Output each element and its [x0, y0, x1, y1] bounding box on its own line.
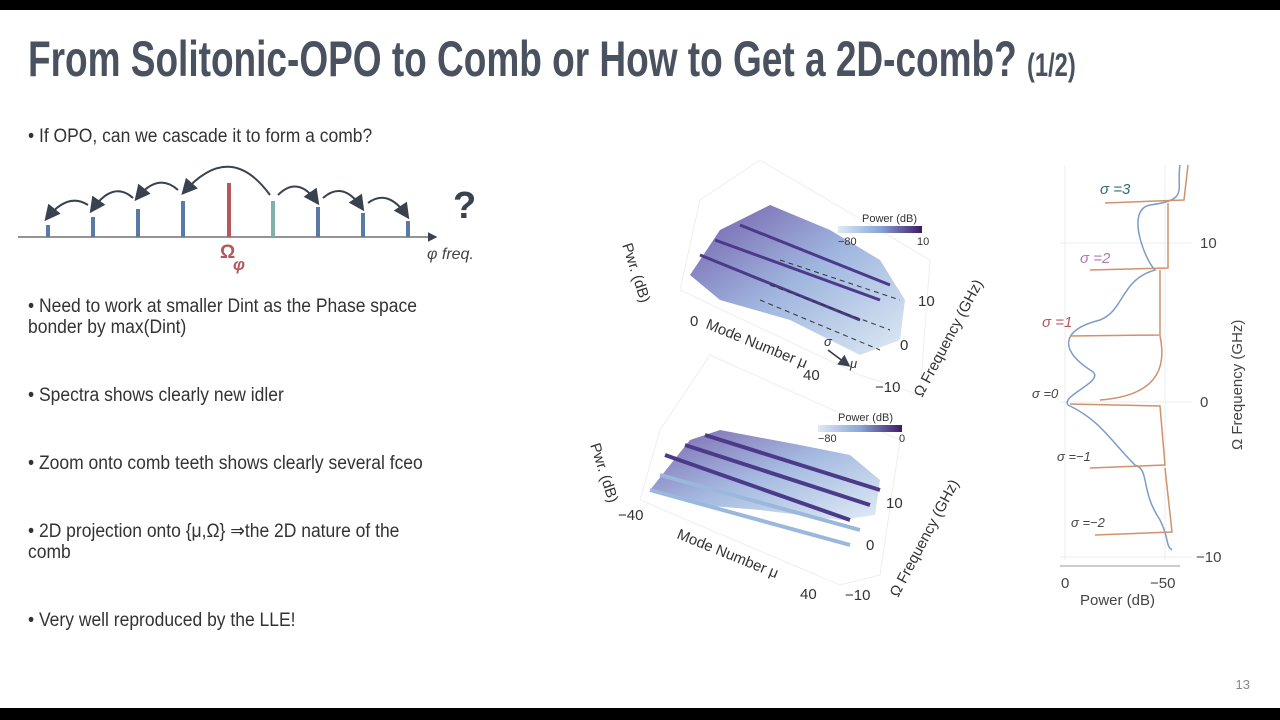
bullet: Need to work at smaller Dint as the Phas…: [28, 296, 433, 338]
y-tick: 10: [918, 293, 935, 310]
colorbar-title: Power (dB): [838, 412, 893, 424]
spectrum: σ =3 σ =2 σ =1 σ =0 σ =−1 σ =−2 10 0 −10…: [1032, 164, 1246, 609]
y-tick: 10: [886, 495, 903, 512]
x-tick: −50: [1150, 575, 1175, 592]
top-bar: [0, 0, 1280, 10]
colorbar-title: Power (dB): [862, 213, 917, 225]
colorbar-max: 10: [917, 236, 929, 248]
colorbar-min: −80: [818, 433, 837, 445]
cascade-arrow: [367, 196, 410, 220]
dash: [759, 299, 881, 351]
cascade-arrow: [322, 189, 365, 212]
sigma-label: σ =2: [1080, 250, 1111, 267]
surface-top: Power (dB) −80 10 Pwr. (dB) Mode Number …: [618, 159, 987, 400]
cascade-arrow: [134, 181, 179, 202]
sigma-label: σ =3: [1100, 181, 1131, 198]
z-label: Pwr. (dB): [586, 441, 621, 505]
bottom-bar: [0, 708, 1280, 720]
pump-label: Ω: [220, 242, 235, 263]
title-suffix: (1/2): [1027, 47, 1076, 83]
y-tick: 0: [866, 537, 874, 554]
ridge: [704, 433, 881, 492]
sigma-label: σ =−2: [1071, 515, 1106, 530]
x-tick: 0: [1061, 575, 1069, 592]
surface-bottom: Power (dB) −80 0 Pwr. (dB) Mode Number μ…: [586, 354, 963, 604]
y-tick: 0: [900, 337, 908, 354]
dash: [769, 284, 891, 331]
mu-arrow: [827, 349, 851, 367]
ridge: [714, 238, 881, 302]
x-label: Power (dB): [1080, 592, 1155, 609]
x-tick: 40: [803, 367, 820, 384]
x-tick: 40: [800, 586, 817, 603]
x-tick: −40: [618, 507, 643, 524]
bullet: Zoom onto comb teeth shows clearly sever…: [28, 453, 433, 474]
ridge: [664, 453, 851, 522]
page-number: 13: [1235, 677, 1250, 692]
axes-box: [679, 159, 931, 396]
question-mark: ?: [453, 185, 476, 227]
x-label: Mode Number μ: [675, 526, 781, 582]
surface: [650, 430, 880, 520]
cascade-arrow: [277, 185, 320, 206]
y-tick: −10: [875, 379, 900, 396]
sigma-label: σ =0: [1032, 386, 1059, 401]
colorbar: [838, 226, 922, 233]
pump-subscript: φ: [233, 255, 245, 274]
z-label: Pwr. (dB): [618, 241, 653, 305]
axis-label: φ freq.: [427, 246, 474, 263]
ridge: [649, 488, 851, 547]
ridge: [684, 443, 871, 507]
bullet: If OPO, can we cascade it to form a comb…: [28, 126, 433, 147]
y-tick: 10: [1200, 235, 1217, 252]
dash: [779, 259, 901, 301]
bullet: Very well reproduced by the LLE!: [28, 610, 433, 631]
cascade-arrow: [181, 165, 271, 196]
sigma-label: σ =1: [1042, 314, 1072, 331]
cascade-arrow: [89, 190, 134, 214]
comb-diagram: Ω φ φ freq. ?: [18, 165, 476, 274]
title: From Solitonic-OPO to Comb or How to Get…: [28, 30, 1076, 88]
cascade-arrow: [44, 199, 89, 222]
bullet: 2D projection onto {μ,Ω} ⇒the 2D nature …: [28, 521, 433, 563]
colorbar-max: 0: [899, 433, 905, 445]
title-text: From Solitonic-OPO to Comb or How to Get…: [28, 31, 1017, 87]
sigma-label: σ =−1: [1057, 449, 1091, 464]
mu-arrow-label: μ: [849, 356, 857, 371]
colorbar-min: −80: [838, 236, 857, 248]
ridge: [739, 223, 891, 287]
spectrum-line: [1066, 164, 1181, 551]
axes-box: [639, 354, 901, 586]
bullet: Spectra shows clearly new idler: [28, 385, 433, 406]
colorbar: [818, 425, 902, 432]
y-label: Ω Frequency (GHz): [1229, 320, 1246, 450]
x-tick: 0: [690, 313, 698, 330]
ridge: [659, 473, 861, 532]
y-tick: −10: [845, 587, 870, 604]
sigma-arrow-label: σ: [824, 334, 833, 349]
y-tick: 0: [1200, 394, 1208, 411]
y-tick: −10: [1196, 549, 1221, 566]
spectrum-line: [1069, 164, 1189, 536]
